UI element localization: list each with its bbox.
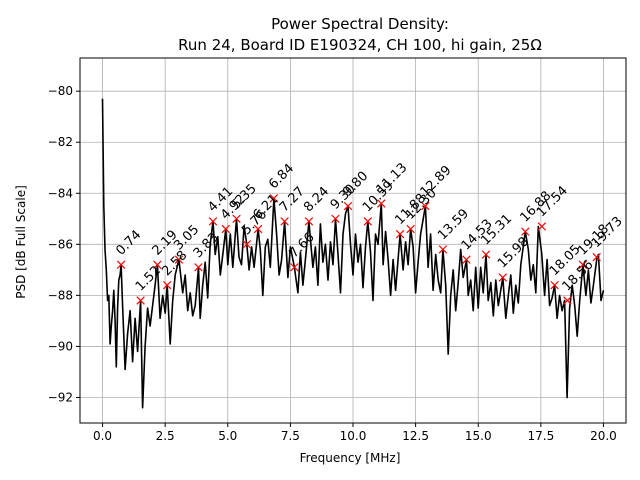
peak-marker	[221, 224, 230, 234]
peak-marker	[153, 260, 162, 269]
x-tick-label: 12.5	[402, 429, 429, 443]
peak-marker	[592, 252, 601, 262]
peak-marker	[363, 217, 373, 226]
peak-marker	[116, 260, 126, 269]
x-tick-label: 0.0	[93, 429, 112, 443]
plot-area	[101, 98, 605, 409]
x-tick-label: 7.5	[281, 429, 300, 443]
peak-marker	[136, 296, 145, 305]
peak-marker	[253, 224, 263, 234]
y-axis-label: PSD [dB Full Scale]	[14, 185, 28, 299]
peak-marker	[498, 273, 507, 282]
y-tick-label: −88	[48, 288, 73, 302]
peak-marker	[578, 260, 588, 269]
y-tick-label: −86	[48, 237, 73, 251]
x-tick-label: 20.0	[590, 429, 617, 443]
peak-marker	[280, 217, 289, 226]
peak-marker	[304, 217, 314, 226]
peak-marker	[521, 227, 530, 236]
peak-marker	[331, 214, 340, 224]
peak-marker	[395, 229, 405, 239]
peak-marker	[269, 194, 279, 203]
peak-marker	[438, 245, 448, 254]
peak-marker	[563, 296, 572, 305]
peak-marker	[406, 224, 415, 234]
peak-marker	[343, 201, 353, 211]
peak-markers	[116, 194, 601, 305]
x-tick-label: 15.0	[465, 429, 492, 443]
peak-marker	[462, 255, 471, 264]
psd-line	[101, 98, 605, 409]
peak-marker	[481, 250, 491, 259]
y-tick-label: −80	[48, 84, 73, 98]
peak-marker	[162, 280, 172, 290]
y-tick-label: −90	[48, 339, 73, 353]
peak-marker	[377, 199, 386, 208]
peak-marker	[290, 263, 299, 272]
grid	[80, 58, 626, 423]
peak-marker	[208, 217, 218, 226]
y-tick-label: −84	[48, 186, 73, 200]
peak-marker	[421, 201, 430, 211]
x-axis-label: Frequency [MHz]	[300, 451, 401, 465]
y-tick-label: −92	[48, 390, 73, 404]
peak-marker	[174, 255, 184, 264]
y-axis-ticks: −92 −90 −88 −86 −84 −82 −80	[48, 84, 80, 404]
peak-marker	[550, 280, 559, 290]
y-tick-label: −82	[48, 135, 73, 149]
x-axis-ticks: 0.0 2.5 5.0 7.5 10.0 12.5 15.0 17.5 20.0	[93, 423, 617, 443]
peak-marker	[194, 263, 203, 272]
chart-title-line2: Run 24, Board ID E190324, CH 100, hi gai…	[178, 36, 542, 54]
chart-title-line1: Power Spectral Density:	[271, 15, 449, 33]
peak-marker	[242, 240, 252, 249]
peak-marker	[537, 222, 547, 231]
peak-marker	[232, 214, 241, 224]
x-tick-label: 5.0	[218, 429, 237, 443]
x-tick-label: 2.5	[156, 429, 175, 443]
x-tick-label: 17.5	[527, 429, 554, 443]
x-tick-label: 10.0	[340, 429, 367, 443]
